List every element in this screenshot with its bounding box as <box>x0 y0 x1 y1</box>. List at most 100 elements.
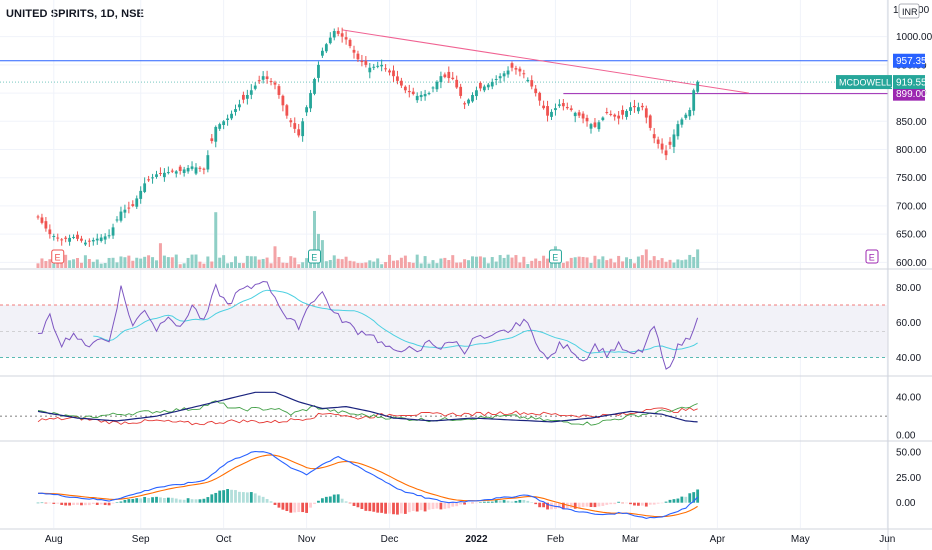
volume-bar-7 <box>64 254 68 268</box>
candle-body-166 <box>692 90 696 111</box>
macd-hist-3 <box>48 502 52 504</box>
candle-body-52 <box>242 94 245 100</box>
candle-body-6 <box>60 239 64 241</box>
price-tick-3: 750.00 <box>896 173 927 184</box>
last-price-tag: 919.55 <box>896 78 927 89</box>
macd-hist-167 <box>696 489 700 503</box>
volume-bar-8 <box>68 260 72 268</box>
macd-hist-155 <box>648 502 652 505</box>
macd-pane[interactable] <box>36 450 700 519</box>
candle-body-73 <box>324 44 328 52</box>
macd-hist-102 <box>439 502 443 510</box>
candle-body-23 <box>127 207 131 209</box>
time-label-8: Apr <box>710 534 726 545</box>
volume-bar-152 <box>636 256 640 268</box>
volume-bar-111 <box>474 256 478 268</box>
volume-bar-153 <box>640 255 644 268</box>
volume-bar-10 <box>76 258 79 268</box>
volume-bar-34 <box>170 257 174 268</box>
macd-hist-51 <box>238 491 241 503</box>
time-axis[interactable]: Aug Sep Oct Nov Dec 2022 Feb Mar Apr May Jun <box>45 534 895 545</box>
macd-hist-33 <box>166 497 170 503</box>
candle-body-103 <box>443 74 447 78</box>
macd-hist-45 <box>214 492 218 503</box>
volume-bar-13 <box>87 259 91 268</box>
candle-body-18 <box>107 235 111 237</box>
macd-hist-87 <box>380 502 384 513</box>
macd-hist-20 <box>115 502 119 503</box>
candle-body-100 <box>431 87 435 89</box>
earnings-marker-label: E <box>552 253 558 263</box>
macd-hist-66 <box>297 502 301 513</box>
horizontal-lines <box>0 60 888 95</box>
candle-body-8 <box>68 237 71 242</box>
trendline-group <box>342 29 750 94</box>
candle-body-67 <box>301 121 305 137</box>
candle-body-83 <box>364 60 368 65</box>
volume-bar-160 <box>668 259 672 268</box>
price-axis[interactable]: 600.00650.00700.00750.00800.00850.00900.… <box>896 32 932 509</box>
candle-body-159 <box>664 150 668 156</box>
macd-hist-92 <box>400 502 403 514</box>
volume-bar-107 <box>459 262 463 268</box>
volume-bar-37 <box>182 263 186 268</box>
candle-body-48 <box>226 118 229 121</box>
candle-body-156 <box>652 134 656 139</box>
volume-bar-101 <box>435 263 439 268</box>
volume-bar-125 <box>530 260 534 268</box>
macd-hist-162 <box>676 498 680 503</box>
macd-hist-11 <box>80 502 83 506</box>
candle-body-34 <box>170 170 174 172</box>
candle-body-27 <box>143 183 147 192</box>
candle-body-91 <box>396 76 399 81</box>
volume-bar-77 <box>340 259 344 268</box>
macd-hist-97 <box>419 502 423 511</box>
macd-hist-79 <box>348 502 352 504</box>
candle-body-112 <box>479 82 482 89</box>
macd-hist-71 <box>317 500 320 503</box>
macd-hist-70 <box>313 502 316 505</box>
volume-bar-167 <box>696 249 700 268</box>
candle-body-15 <box>95 238 99 241</box>
macd-hist-64 <box>289 502 293 513</box>
macd-hist-67 <box>301 502 305 513</box>
candle-body-122 <box>518 68 522 72</box>
volume-bar-115 <box>490 257 494 268</box>
last-price-tag-bg <box>893 75 925 90</box>
volume-bar-159 <box>664 261 668 268</box>
series-name-label: MCDOWELL_N <box>839 78 903 88</box>
macd-hist-124 <box>526 500 530 503</box>
volume-bar-138 <box>581 256 585 268</box>
candle-body-158 <box>660 143 664 150</box>
macd-hist-95 <box>411 502 415 511</box>
rsi-pane[interactable] <box>0 280 888 370</box>
candle-body-12 <box>84 242 87 245</box>
volume-bar-35 <box>174 254 178 268</box>
macd-hist-27 <box>143 496 147 503</box>
volume-bar-3 <box>48 259 52 268</box>
macd-hist-109 <box>467 502 470 504</box>
candlesticks <box>36 27 700 247</box>
macd-hist-60 <box>273 502 277 505</box>
dmi-pane[interactable] <box>0 391 888 426</box>
candle-body-35 <box>174 171 178 174</box>
volume-bar-89 <box>388 254 392 268</box>
macd-hist-35 <box>174 498 178 503</box>
volume-bar-114 <box>486 263 490 268</box>
volume-bar-113 <box>482 257 486 268</box>
macd-hist-143 <box>601 502 605 506</box>
candle-body-19 <box>111 227 115 236</box>
macd-hist-62 <box>281 502 285 510</box>
symbol-title: UNITED SPIRITS, 1D, NSE <box>6 8 144 20</box>
macd-hist-120 <box>510 501 514 503</box>
volume-bar-156 <box>652 256 656 268</box>
candle-body-76 <box>336 30 340 34</box>
volume-bar-23 <box>127 255 131 268</box>
volume-bar-16 <box>99 263 103 268</box>
volume-bar-18 <box>107 257 111 268</box>
volume-bar-46 <box>218 257 222 268</box>
candle-body-106 <box>455 79 459 88</box>
macd-line <box>37 450 699 519</box>
